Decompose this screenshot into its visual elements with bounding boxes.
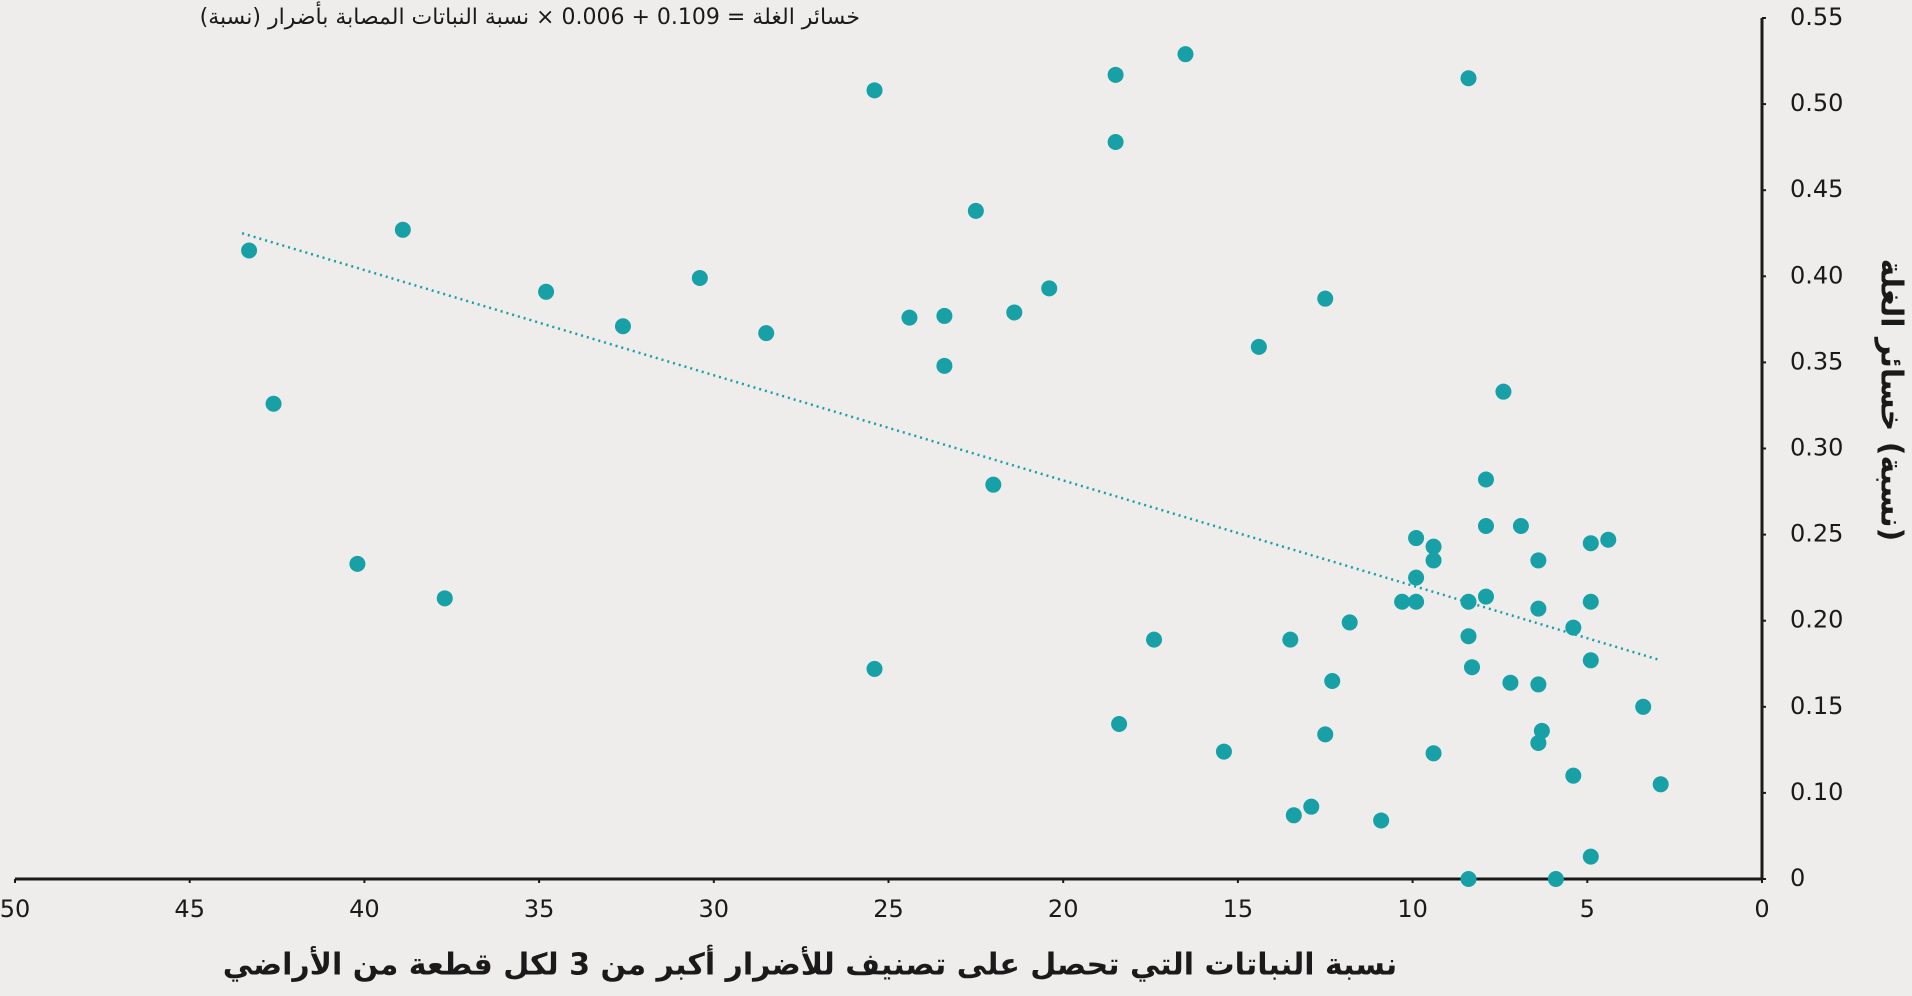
- point: [1477, 471, 1494, 488]
- point: [1582, 535, 1599, 552]
- y-tick-label: 0.55: [1790, 3, 1843, 31]
- x-tick-label: 10: [1397, 895, 1428, 923]
- x-tick-label: 50: [0, 895, 30, 923]
- point: [1324, 672, 1341, 689]
- point: [1111, 716, 1128, 733]
- point: [1502, 674, 1519, 691]
- point: [967, 202, 984, 219]
- point: [1495, 383, 1512, 400]
- point: [614, 318, 631, 335]
- point: [1408, 593, 1425, 610]
- point: [1408, 569, 1425, 586]
- point: [1582, 848, 1599, 865]
- x-tick-label: 30: [699, 895, 730, 923]
- point: [901, 309, 918, 326]
- x-tick-label: 25: [873, 895, 904, 923]
- point: [1565, 767, 1582, 784]
- point: [538, 283, 555, 300]
- point: [1425, 552, 1442, 569]
- point: [1146, 631, 1163, 648]
- trend-line: [241, 232, 1662, 662]
- point: [1635, 698, 1652, 715]
- point: [1565, 619, 1582, 636]
- point: [1006, 304, 1023, 321]
- point: [1282, 631, 1299, 648]
- point: [1460, 628, 1477, 645]
- point: [1107, 133, 1124, 150]
- point: [1460, 70, 1477, 87]
- point: [265, 395, 282, 412]
- point: [936, 357, 953, 374]
- y-tick-label: 0.15: [1790, 692, 1843, 720]
- point: [1512, 517, 1529, 534]
- y-tick-label: 0.30: [1790, 434, 1843, 462]
- y-axis-title: (نسبة) خسائر الغلة: [1874, 259, 1909, 542]
- y-tick-label: 0: [1790, 864, 1805, 892]
- point: [1460, 593, 1477, 610]
- y-tick-label: 0.25: [1790, 520, 1843, 548]
- point: [1652, 776, 1669, 793]
- point: [1285, 807, 1302, 824]
- point: [936, 307, 953, 324]
- point: [1477, 517, 1494, 534]
- point: [1317, 726, 1334, 743]
- point: [1250, 338, 1267, 355]
- x-tick-label: 15: [1223, 895, 1254, 923]
- point: [691, 270, 708, 287]
- point: [1041, 280, 1058, 297]
- point: [1317, 290, 1334, 307]
- x-tick-label: 20: [1048, 895, 1079, 923]
- point: [1177, 46, 1194, 63]
- point: [866, 660, 883, 677]
- point: [758, 325, 775, 342]
- point: [1408, 530, 1425, 547]
- point: [1547, 871, 1564, 887]
- point: [1460, 871, 1477, 887]
- y-tick-label: 0.35: [1790, 347, 1843, 375]
- point: [1477, 588, 1494, 605]
- point: [394, 221, 411, 238]
- point: [1463, 659, 1480, 676]
- y-tick-label: 0.45: [1790, 175, 1843, 203]
- point: [1600, 531, 1617, 548]
- point: [1341, 614, 1358, 631]
- y-tick-label: 0.10: [1790, 778, 1843, 806]
- point: [1303, 798, 1320, 815]
- point: [436, 590, 453, 607]
- x-axis-title: نسبة النباتات التي تحصل على تصنيف للأضرا…: [223, 945, 1397, 983]
- point: [1107, 66, 1124, 83]
- point: [1425, 538, 1442, 555]
- x-tick-label: 0: [1754, 895, 1769, 923]
- point: [866, 82, 883, 99]
- point: [241, 242, 258, 259]
- y-tick-label: 0.40: [1790, 261, 1843, 289]
- x-tick-label: 35: [524, 895, 555, 923]
- y-tick-label: 0.20: [1790, 606, 1843, 634]
- point: [985, 476, 1002, 493]
- point: [349, 555, 366, 572]
- point: [1215, 743, 1232, 760]
- point: [1582, 652, 1599, 669]
- point: [1533, 722, 1550, 739]
- point: [1530, 676, 1547, 693]
- x-tick-label: 45: [174, 895, 205, 923]
- y-tick-label: 0.50: [1790, 89, 1843, 117]
- point: [1425, 745, 1442, 762]
- point: [1394, 593, 1411, 610]
- point: [1530, 552, 1547, 569]
- x-tick-label: 5: [1580, 895, 1595, 923]
- x-tick-label: 40: [349, 895, 380, 923]
- point: [1530, 734, 1547, 751]
- equation: خسائر الغلة = 0.109 + 0.006 × نسبة النبا…: [200, 1, 860, 30]
- point: [1373, 812, 1390, 829]
- point: [1582, 593, 1599, 610]
- point: [1530, 600, 1547, 617]
